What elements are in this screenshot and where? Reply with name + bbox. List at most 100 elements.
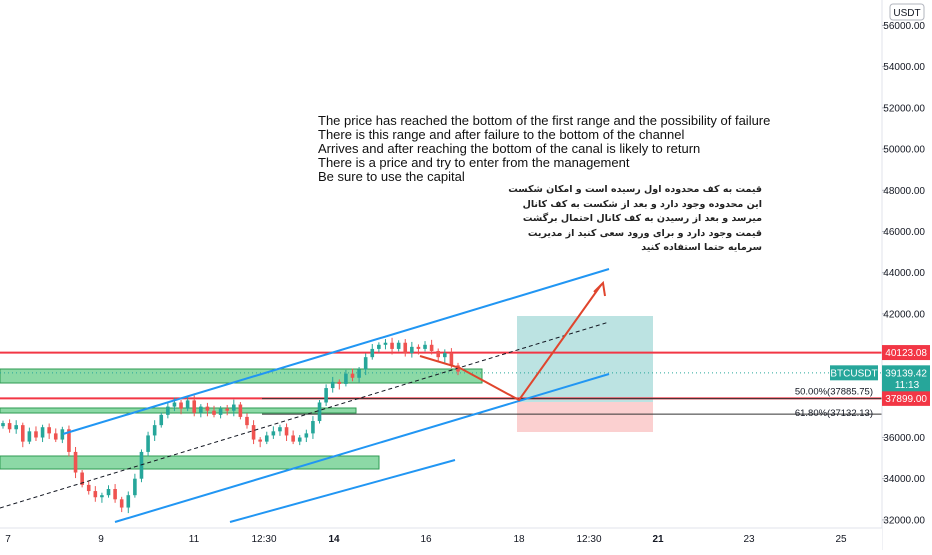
candle: [205, 402, 210, 417]
candle: [443, 349, 447, 363]
candle: [416, 344, 421, 355]
candle: [119, 496, 124, 513]
annotation-line: میرسد و بعد از رسیدن به کف کانال احتمال …: [522, 213, 762, 224]
candle: [377, 342, 381, 353]
candle: [311, 416, 315, 439]
x-tick-label: 12:30: [576, 534, 601, 545]
candle: [159, 412, 164, 428]
currency-badge[interactable]: [889, 3, 925, 21]
candle: [152, 420, 157, 442]
annotation-line: این محدوده وجود دارد و بعد از شکست به کف…: [522, 198, 762, 210]
candle-body: [271, 431, 276, 436]
candle-body: [350, 373, 355, 378]
annotation-line: Be sure to use the capital: [318, 169, 465, 184]
candle-body: [106, 489, 111, 496]
y-tick-label: 32000.00: [883, 515, 925, 526]
candle-body: [251, 425, 256, 440]
candle: [363, 353, 368, 376]
candle: [423, 341, 427, 352]
fib-618-label: 61.80%(37132.13): [795, 408, 873, 419]
candle-body: [40, 427, 45, 438]
candle: [86, 481, 91, 495]
channel-midline[interactable]: [0, 321, 610, 509]
candle-body: [429, 344, 434, 351]
candle-body: [172, 402, 177, 407]
candle-body: [390, 342, 394, 349]
candle-body: [297, 437, 302, 442]
x-tick-label: 9: [98, 534, 104, 545]
last-price-tag[interactable]: [882, 365, 930, 392]
channel-line[interactable]: [114, 373, 610, 523]
arrow-head: [593, 280, 606, 297]
candle-body: [80, 472, 84, 485]
x-tick-label: 23: [743, 534, 755, 545]
support-zone[interactable]: [0, 407, 357, 414]
annotation-line: Arrives and after reaching the bottom of…: [318, 141, 701, 156]
target-zone[interactable]: [517, 316, 653, 402]
candle: [179, 400, 183, 415]
annotation-line: There is a price and try to enter from t…: [318, 155, 630, 170]
candle-body: [383, 342, 388, 345]
support-zone[interactable]: [0, 455, 380, 470]
candle-body: [159, 414, 164, 426]
candle-body: [264, 435, 269, 442]
candle-body: [225, 408, 230, 411]
candle-body: [7, 423, 12, 430]
candle: [53, 428, 58, 443]
candle: [73, 446, 78, 479]
candle-body: [185, 400, 190, 409]
candle: [271, 426, 276, 439]
candle-body: [133, 478, 137, 496]
y-tick-label: 36000.00: [883, 433, 925, 444]
candle: [264, 431, 269, 445]
candle-body: [73, 451, 78, 473]
candle: [166, 402, 170, 419]
candle: [410, 341, 414, 358]
candle-body: [324, 388, 328, 403]
candle-body: [14, 425, 18, 430]
candle-body: [205, 406, 210, 411]
candle: [60, 426, 65, 444]
candle: [436, 348, 441, 362]
projection-arrow[interactable]: [419, 284, 602, 402]
candle-body: [416, 346, 421, 349]
stop-zone[interactable]: [517, 402, 653, 432]
currency-label: USDT: [893, 8, 920, 19]
candle: [146, 431, 150, 457]
candle: [396, 340, 401, 352]
candle-body: [396, 342, 401, 349]
y-tick-label: 56000.00: [883, 21, 925, 32]
candle: [27, 427, 32, 445]
last-price-value: 39139.42: [885, 368, 927, 379]
candle-body: [1, 423, 5, 427]
candle: [7, 419, 12, 433]
candle-body: [166, 406, 170, 415]
candle-body: [34, 431, 38, 438]
candle-body: [337, 381, 342, 384]
candle: [113, 484, 117, 503]
channel-line[interactable]: [229, 459, 456, 523]
candle-body: [443, 353, 447, 358]
candle: [34, 426, 38, 442]
channel-line[interactable]: [62, 268, 610, 435]
annotation-line: There is this range and after failure to…: [318, 127, 685, 142]
resistance-price-tag[interactable]: [882, 345, 930, 361]
candle-body: [449, 353, 454, 366]
candle: [245, 413, 249, 429]
price-axis[interactable]: [882, 0, 932, 550]
x-tick-label: 7: [5, 534, 11, 545]
candle: [304, 429, 309, 443]
candle-body: [146, 435, 150, 452]
support-price-tag-text: 37899.00: [885, 394, 927, 405]
candle: [126, 491, 131, 514]
candle: [14, 420, 18, 434]
y-tick-label: 50000.00: [883, 145, 925, 156]
candle: [330, 376, 335, 393]
symbol-tag[interactable]: [830, 365, 878, 381]
candle: [80, 470, 84, 488]
time-axis[interactable]: [0, 528, 882, 550]
support-price-tag[interactable]: [882, 390, 930, 406]
candle: [297, 435, 302, 446]
